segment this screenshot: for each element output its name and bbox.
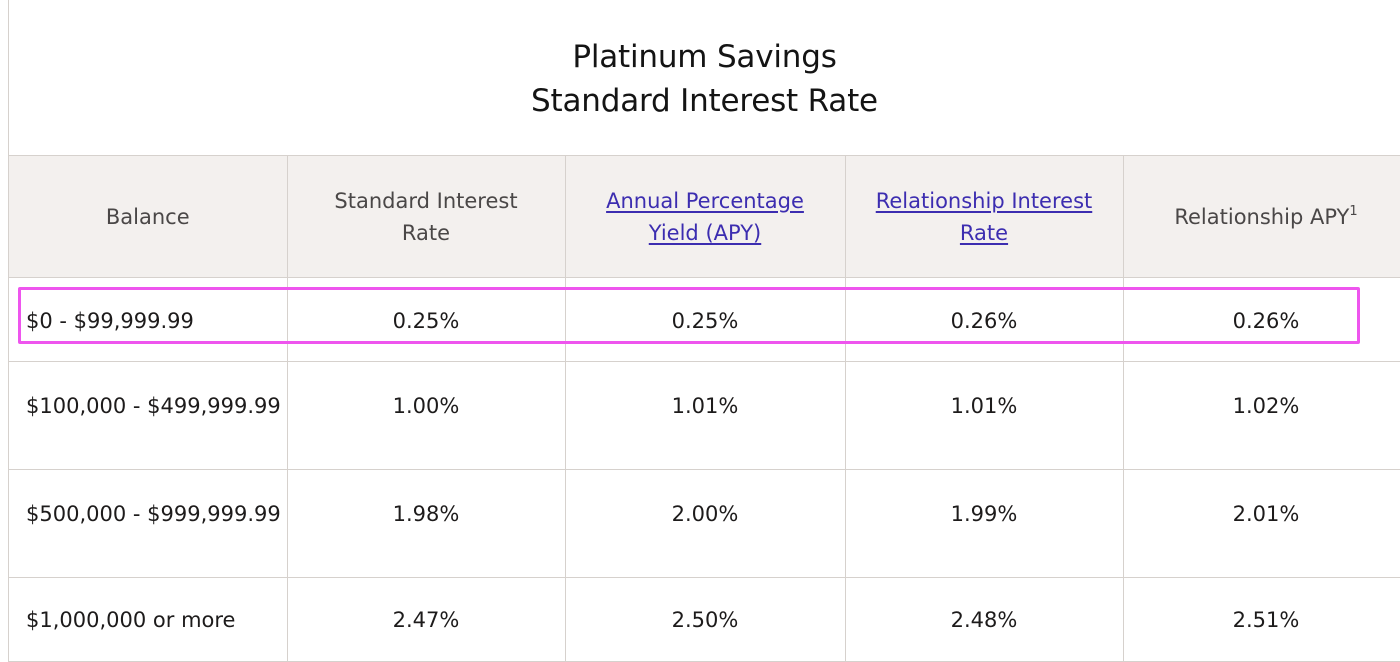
relationship-rate-cell: 1.99% <box>845 469 1124 578</box>
relationship-apy-cell: 0.26% <box>1123 277 1400 362</box>
apy-definition-link[interactable]: Annual Percentage Yield (APY) <box>606 188 804 245</box>
table-header-row: Balance Standard Interest Rate Annual Pe… <box>9 155 1400 278</box>
relationship-apy-cell: 2.01% <box>1123 469 1400 578</box>
relationship-apy-cell: 2.51% <box>1123 577 1400 662</box>
header-apy: Annual Percentage Yield (APY) <box>565 155 846 278</box>
balance-cell: $1,000,000 or more <box>9 577 288 662</box>
standard-rate-cell: 1.00% <box>287 361 566 470</box>
header-relationship-apy-label: Relationship APY <box>1174 204 1350 229</box>
standard-rate-cell: 1.98% <box>287 469 566 578</box>
header-standard-interest-rate-label: Standard Interest Rate <box>334 188 518 245</box>
header-balance: Balance <box>9 155 288 278</box>
apy-cell: 2.00% <box>565 469 846 578</box>
table-row: $500,000 - $999,999.99 1.98% 2.00% 1.99%… <box>9 469 1400 578</box>
balance-cell: $100,000 - $499,999.99 <box>9 361 288 470</box>
relationship-rate-cell: 1.01% <box>845 361 1124 470</box>
balance-cell: $500,000 - $999,999.99 <box>9 469 288 578</box>
product-title: Platinum Savings <box>572 38 837 75</box>
standard-rate-cell: 2.47% <box>287 577 566 662</box>
frame-border <box>8 0 9 662</box>
table-row: $100,000 - $499,999.99 1.00% 1.01% 1.01%… <box>9 361 1400 470</box>
table-caption: Platinum Savings Standard Interest Rate <box>9 0 1400 155</box>
apy-cell: 0.25% <box>565 277 846 362</box>
interest-rate-table: Balance Standard Interest Rate Annual Pe… <box>9 155 1400 662</box>
header-relationship-interest-rate: Relationship Interest Rate <box>845 155 1124 278</box>
apy-cell: 1.01% <box>565 361 846 470</box>
header-balance-label: Balance <box>105 204 190 229</box>
table-row: $0 - $99,999.99 0.25% 0.25% 0.26% 0.26% <box>9 277 1400 362</box>
relationship-apy-cell: 1.02% <box>1123 361 1400 470</box>
relationship-interest-rate-link[interactable]: Relationship Interest Rate <box>875 188 1093 245</box>
footnote-marker[interactable]: 1 <box>1349 203 1358 219</box>
balance-cell: $0 - $99,999.99 <box>9 277 288 362</box>
standard-rate-cell: 0.25% <box>287 277 566 362</box>
header-relationship-apy: Relationship APY1 <box>1123 155 1400 278</box>
table-row: $1,000,000 or more 2.47% 2.50% 2.48% 2.5… <box>9 577 1400 662</box>
apy-cell: 2.50% <box>565 577 846 662</box>
relationship-rate-cell: 0.26% <box>845 277 1124 362</box>
rate-type-title: Standard Interest Rate <box>531 82 878 119</box>
relationship-rate-cell: 2.48% <box>845 577 1124 662</box>
header-standard-interest-rate: Standard Interest Rate <box>287 155 566 278</box>
